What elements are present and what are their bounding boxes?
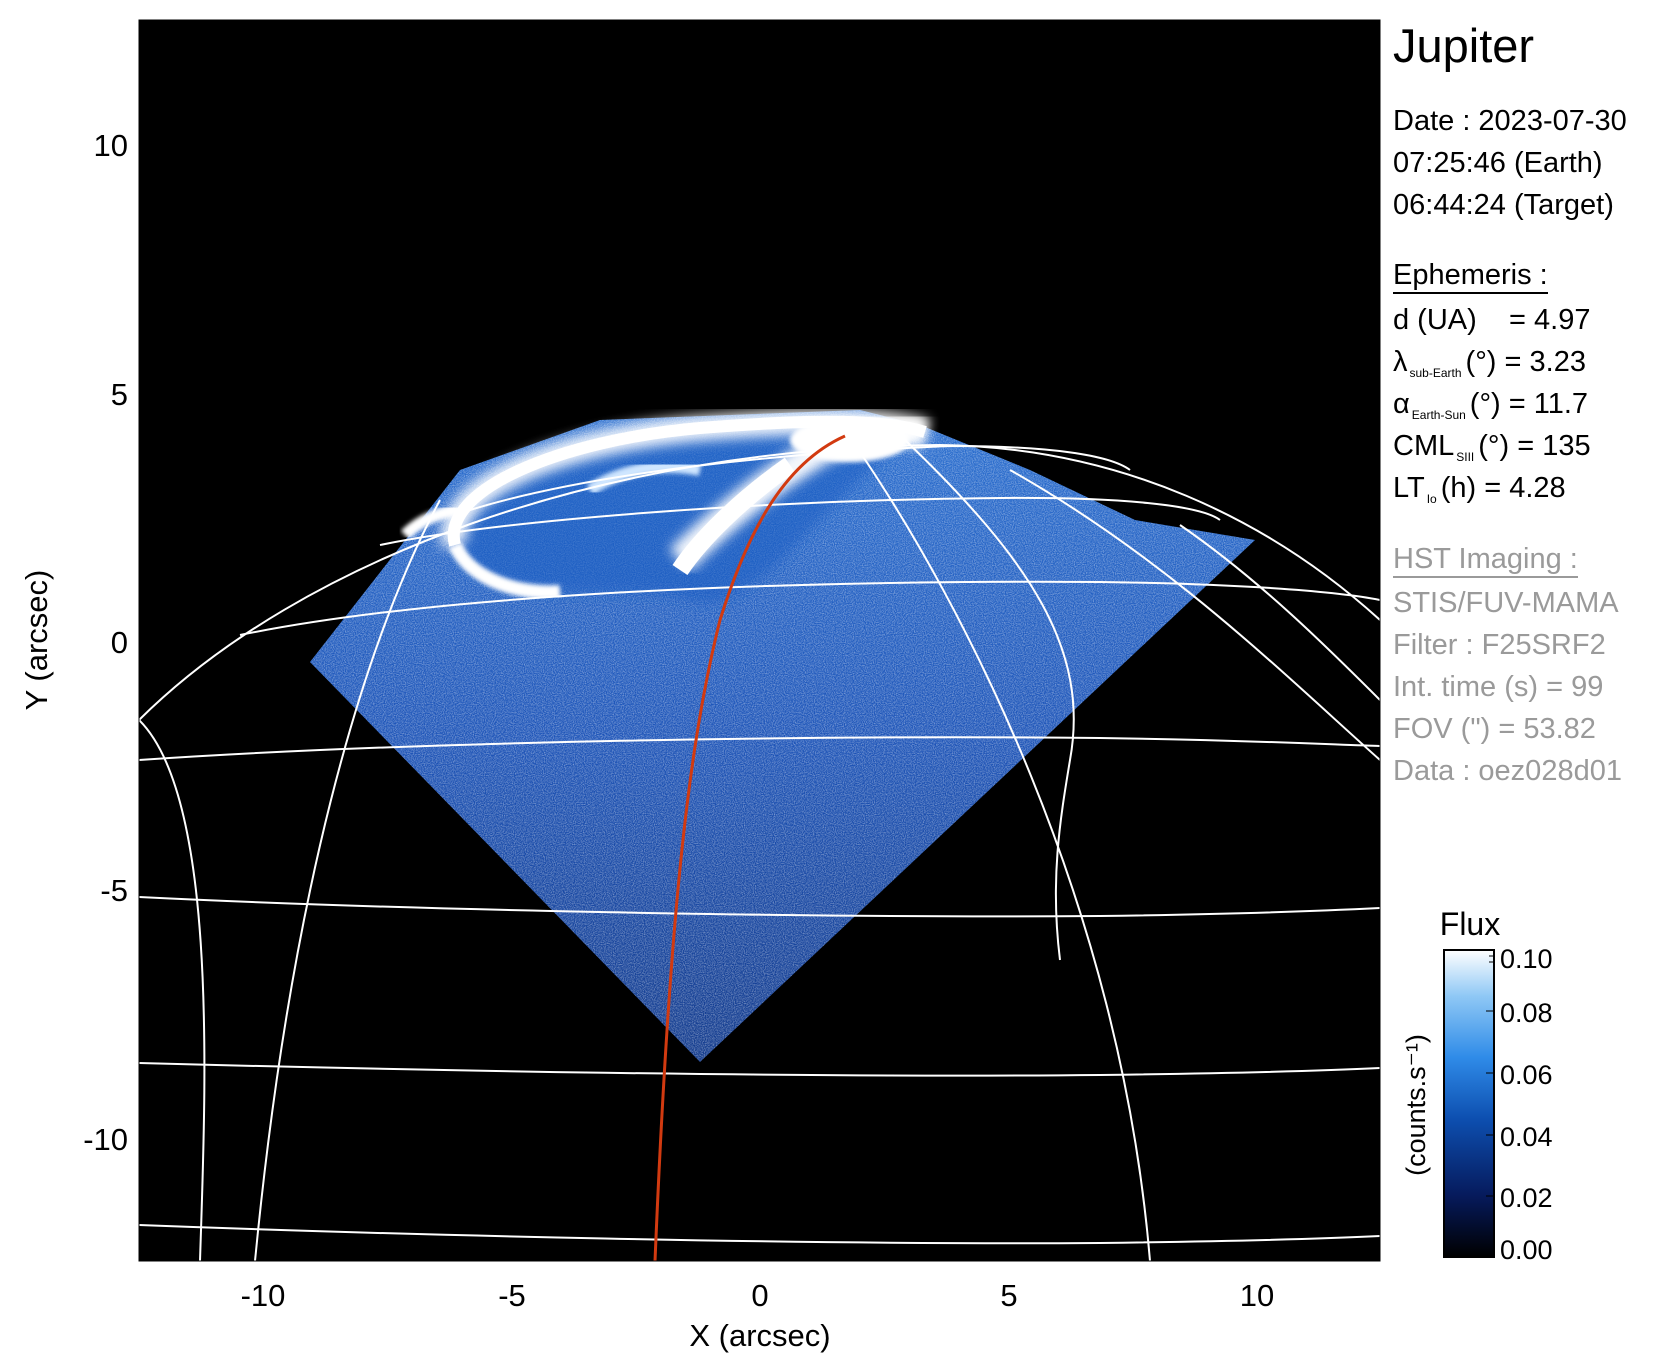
distance-label: d (UA) [1393,304,1477,336]
lt-io-value: = 4.28 [1484,472,1566,504]
y-tick-label: 0 [111,625,128,660]
x-axis-label: X (arcsec) [689,1318,830,1353]
y-tick-label: -5 [100,873,128,908]
x-axis: -10 -5 0 5 10 X (arcsec) [241,1278,1275,1353]
colorbar-tick: 0.00 [1500,1235,1553,1265]
x-tick-label: -5 [498,1278,526,1313]
hst-instrument: STIS/FUV-MAMA [1393,587,1619,619]
ephemeris-distance: d (UA) = 4.97 [1393,299,1590,341]
cml-value: = 135 [1517,430,1591,462]
ephemeris-cml: CML SIII (°) = 135 [1393,425,1591,472]
x-tick-label: -10 [241,1278,286,1313]
sub-earth-subscript: sub-Earth [1409,366,1462,380]
ephemeris-header: Ephemeris : [1393,258,1548,294]
observation-earth-time: 07:25:46 (Earth) [1393,147,1603,179]
title: Jupiter [1393,19,1535,72]
y-axis-label: Y (arcsec) [19,570,54,711]
x-tick-label: 10 [1240,1278,1274,1313]
cml-symbol: CML [1393,430,1455,462]
ephemeris-lt-io: LT Io (h) = 4.28 [1393,467,1566,514]
alpha-symbol: α [1393,388,1410,420]
colorbar-unit: (counts.s⁻¹) [1401,1034,1431,1176]
y-tick-label: 10 [94,128,128,163]
colorbar-gradient [1443,949,1495,1258]
siii-subscript: SIII [1456,450,1475,464]
hour-unit: (h) [1440,472,1477,504]
degree-unit: (°) [1469,388,1501,420]
x-tick-label: 5 [1000,1278,1017,1313]
colorbar-tick: 0.10 [1500,944,1553,974]
lambda-symbol: λ [1393,346,1408,378]
sub-earth-lat-value: = 3.23 [1504,346,1586,378]
planet-grid [139,439,1380,1261]
colorbar-tick: 0.04 [1500,1122,1553,1152]
earth-sun-subscript: Earth-Sun [1411,408,1466,422]
hst-int-time: Int. time (s) = 99 [1393,671,1604,703]
observation-target-time: 06:44:24 (Target) [1393,189,1614,221]
aurora-oval [400,408,929,603]
y-axis: 10 5 0 -5 -10 Y (arcsec) [19,128,128,1157]
lt-symbol: LT [1393,472,1425,504]
hst-filter: Filter : F25SRF2 [1393,629,1606,661]
ephemeris-phase-angle: α Earth-Sun (°) = 11.7 [1393,383,1588,430]
ephemeris-header-row: Ephemeris : [1393,254,1548,296]
hst-header: HST Imaging : [1393,542,1578,578]
colorbar-tick: 0.06 [1500,1060,1553,1090]
y-tick-label: -10 [83,1122,128,1157]
io-footpath [653,434,846,1261]
ephemeris-sub-earth-lat: λ sub-Earth (°) = 3.23 [1393,341,1586,388]
x-tick-label: 0 [751,1278,768,1313]
colorbar-tick: 0.08 [1500,998,1553,1028]
y-tick-label: 5 [111,377,128,412]
colorbar: Flux 0.10 0.08 0.06 0.04 0.02 0.00 (coun… [1401,906,1553,1265]
colorbar-tick: 0.02 [1500,1183,1553,1213]
hst-fov: FOV (") = 53.82 [1393,713,1596,745]
distance-value: = 4.97 [1509,304,1591,336]
degree-unit: (°) [1465,346,1497,378]
colorbar-title: Flux [1440,906,1500,942]
degree-unit: (°) [1478,430,1510,462]
observation-date: Date : 2023-07-30 [1393,105,1627,137]
phase-angle-value: = 11.7 [1508,388,1589,420]
io-subscript: Io [1426,492,1437,506]
hst-header-row: HST Imaging : [1393,538,1578,580]
plot-frame [138,19,1381,1262]
hst-data-id: Data : oez028d01 [1393,755,1622,787]
